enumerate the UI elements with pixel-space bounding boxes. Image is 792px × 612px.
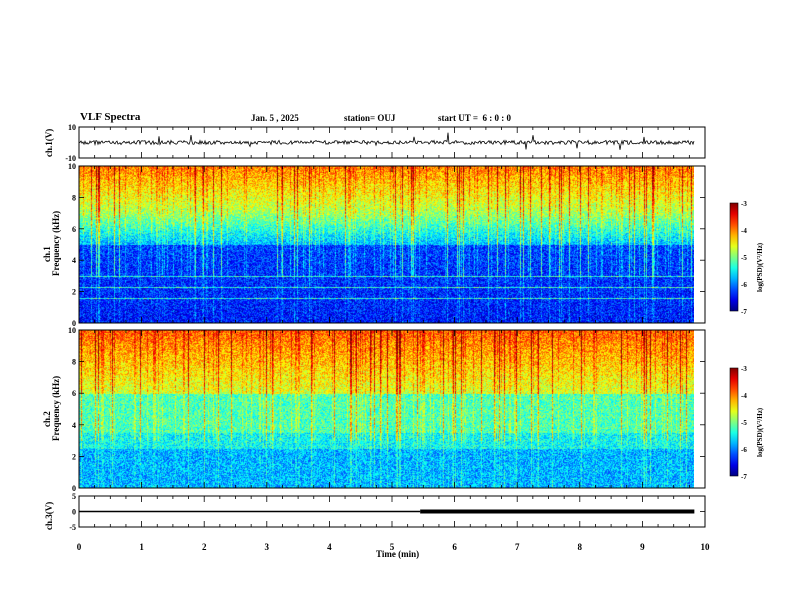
ch1-colorbar [729,202,739,312]
x-tick-label: 1 [139,542,144,552]
start-time-label: start UT = 6 : 0 : 0 [438,113,511,123]
x-tick-label: 7 [515,542,520,552]
colorbar-tick-label: -5 [741,254,747,262]
ch1-colorbar-unit: log(PSD)(V²/Hz) [756,242,764,292]
x-tick-label: 10 [701,542,711,552]
colorbar-tick-label: -7 [741,308,747,316]
y-tick-label: -5 [69,523,76,532]
colorbar-tick-label: -3 [741,200,747,208]
ch1-waveform-line [78,132,695,150]
y-tick-label: 0 [72,484,76,493]
y-tick-label: 8 [72,358,76,367]
y-tick-label: 8 [72,193,76,202]
x-tick-label: 5 [390,542,395,552]
ch1-spectrogram-image [79,166,694,323]
y-tick-label: 10 [68,123,76,132]
y-tick-label: 10 [68,326,76,335]
y-tick-label: 4 [72,421,76,430]
chart-title: VLF Spectra [80,111,141,123]
colorbar-tick-label: -5 [741,419,747,427]
ch3-ylabel: ch.3(V) [44,501,54,530]
ch2-spectrogram-image [79,330,694,488]
colorbar-tick-label: -6 [741,446,747,454]
x-tick-label: 8 [578,542,583,552]
y-tick-label: 5 [72,492,76,501]
colorbar-tick-label: -3 [741,365,747,373]
ch2-colorbar-unit: log(PSD)(V²/Hz) [756,407,764,457]
x-tick-label: 6 [452,542,457,552]
y-tick-label: 0 [72,319,76,328]
y-tick-label: 10 [68,162,76,171]
y-tick-label: 2 [72,452,76,461]
x-axis-label: Time (min) [376,549,420,559]
colorbar-tick-label: -7 [741,473,747,481]
x-tick-label: 3 [265,542,270,552]
y-tick-label: 0 [72,508,76,517]
date-label: Jan. 5 , 2025 [251,113,299,123]
x-tick-label: 4 [327,542,332,552]
colorbar-tick-label: -4 [741,392,747,400]
x-tick-label: 2 [202,542,207,552]
y-tick-label: 2 [72,288,76,297]
ch1-frequency-ylabel: Frequency (kHz) [51,210,61,276]
station-label: station= OUJ [344,113,396,123]
colorbar-tick-label: -4 [741,227,747,235]
y-tick-label: 6 [72,389,76,398]
y-tick-label: 6 [72,225,76,234]
y-tick-label: -10 [65,154,76,163]
colorbar-tick-label: -6 [741,281,747,289]
x-tick-label: 0 [77,542,82,552]
x-tick-label: 9 [640,542,645,552]
y-tick-label: 4 [72,256,76,265]
ch2-colorbar [729,367,739,477]
ch1-waveform-ylabel: ch.1(V) [44,128,54,157]
ch2-frequency-ylabel: Frequency (kHz) [51,375,61,441]
